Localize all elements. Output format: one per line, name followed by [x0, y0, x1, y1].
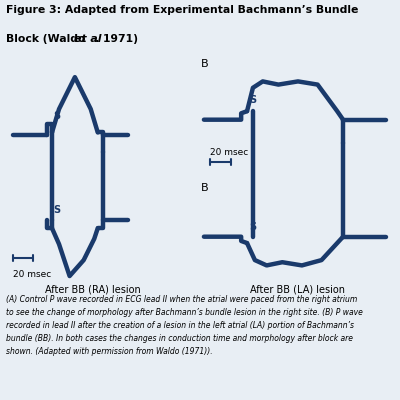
Text: 20 msec: 20 msec: [210, 148, 248, 157]
Text: . 1971): . 1971): [95, 34, 138, 44]
Text: S: S: [249, 95, 256, 105]
Text: Figure 3: Adapted from Experimental Bachmann’s Bundle: Figure 3: Adapted from Experimental Bach…: [6, 5, 358, 15]
Text: et al: et al: [74, 34, 102, 44]
Text: After BB (LA) lesion: After BB (LA) lesion: [250, 284, 346, 294]
Text: 20 msec: 20 msec: [13, 270, 52, 279]
Text: S: S: [53, 111, 60, 121]
Text: S: S: [53, 205, 60, 215]
Text: S: S: [249, 222, 256, 232]
Text: (A) Control P wave recorded in ECG lead II when the atrial were paced from the r: (A) Control P wave recorded in ECG lead …: [6, 295, 363, 356]
Text: After BB (RA) lesion: After BB (RA) lesion: [45, 284, 140, 294]
Text: B: B: [201, 58, 209, 68]
Text: B: B: [201, 183, 209, 193]
Text: Block (Waldo: Block (Waldo: [6, 34, 89, 44]
